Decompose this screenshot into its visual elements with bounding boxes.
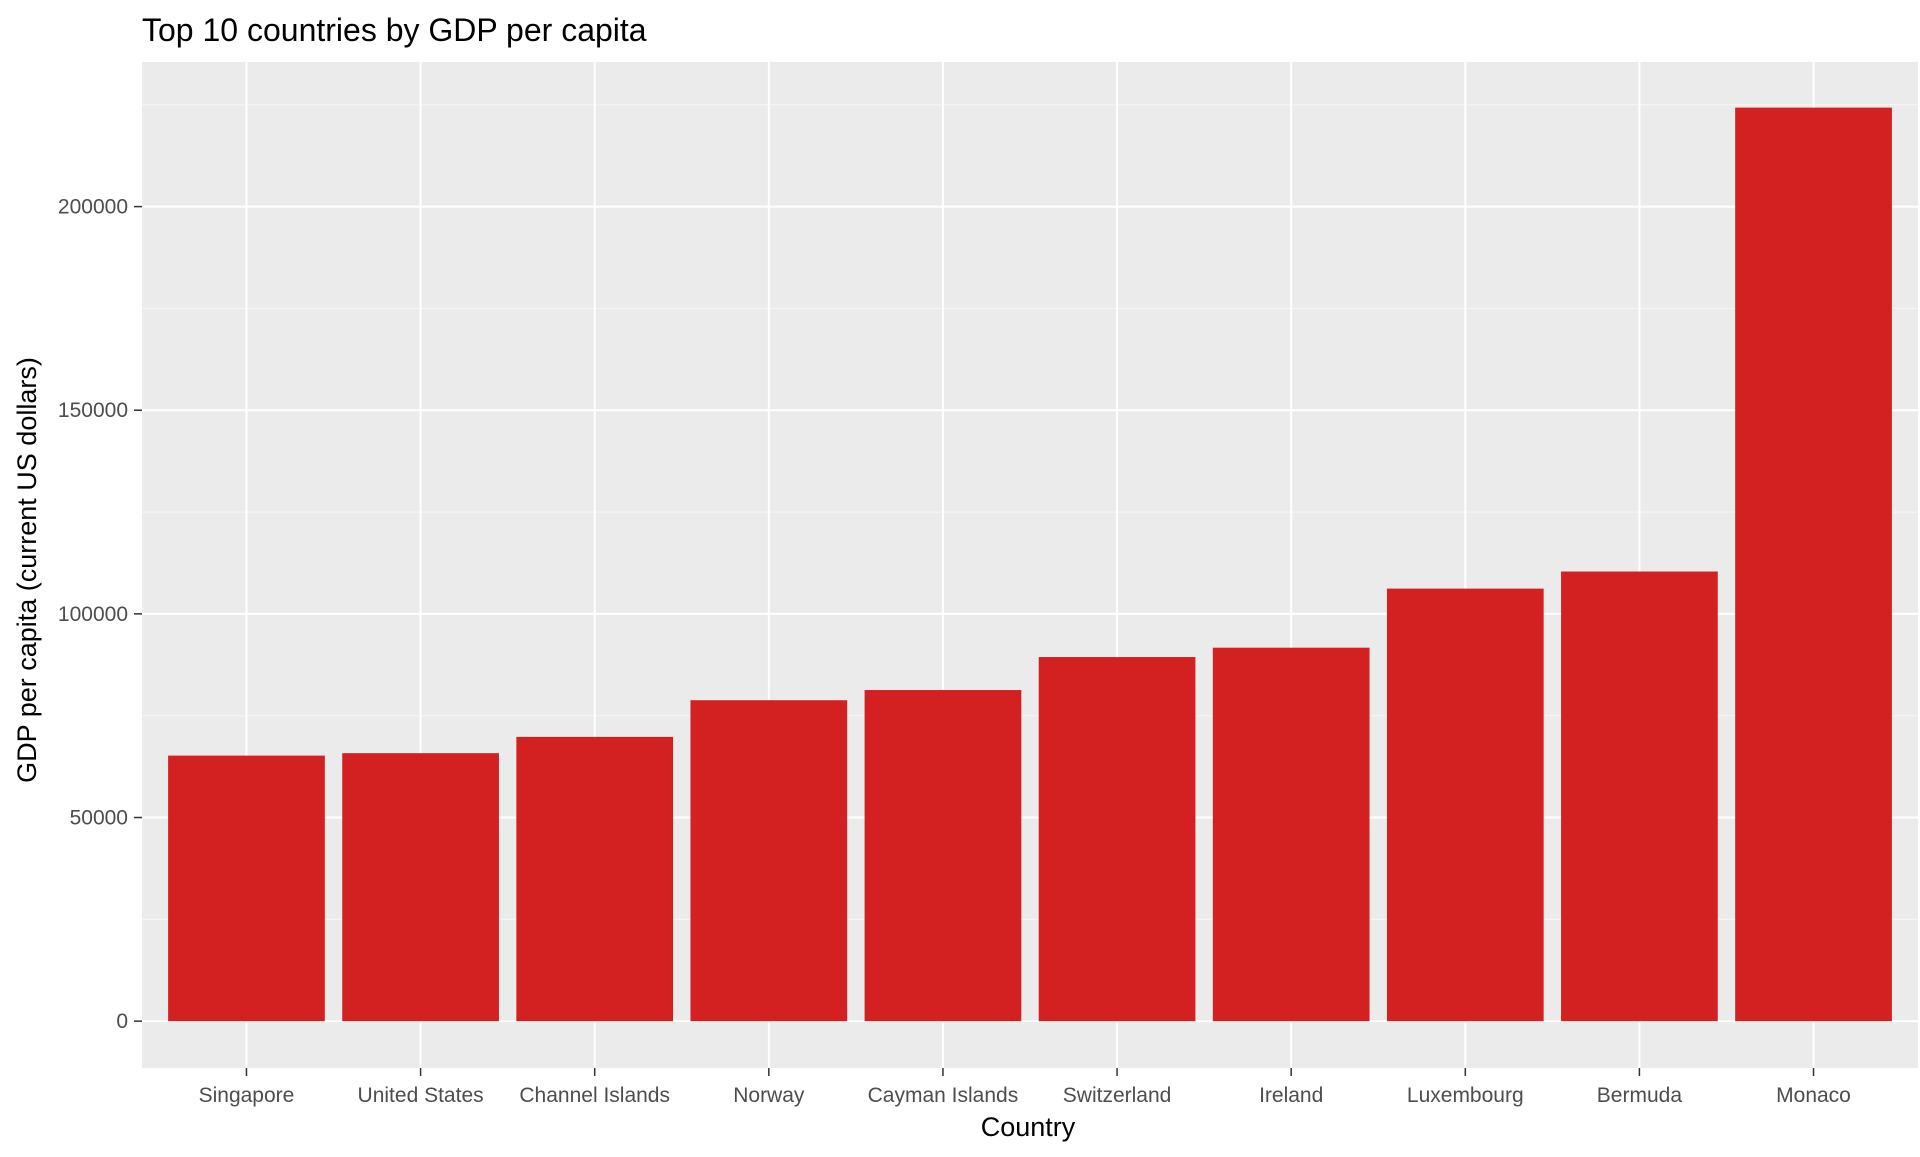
- bar-switzerland: [1038, 657, 1196, 1022]
- x-tick-label: Norway: [733, 1084, 805, 1107]
- bar-united-states: [342, 753, 499, 1022]
- bar-channel-islands: [516, 736, 674, 1022]
- x-axis: Singapore United States Channel Islands Nor…: [199, 1068, 1851, 1107]
- y-tick-label: 100000: [58, 603, 128, 626]
- bars-group: [168, 107, 1892, 1022]
- bar-norway: [690, 700, 848, 1022]
- bar-cayman-islands: [864, 690, 1022, 1022]
- chart-title: Top 10 countries by GDP per capita: [142, 12, 647, 48]
- y-tick-label: 50000: [70, 807, 128, 830]
- x-tick-label: Channel Islands: [519, 1084, 670, 1107]
- x-tick-label: United States: [358, 1084, 484, 1107]
- y-tick-label: 0: [116, 1010, 128, 1033]
- y-axis: 0 50000 100000 150000 200000: [58, 196, 142, 1033]
- x-tick-label: Ireland: [1259, 1084, 1323, 1107]
- x-tick-label: Bermuda: [1597, 1084, 1683, 1107]
- bar-singapore: [168, 755, 325, 1022]
- bar-luxembourg: [1386, 588, 1544, 1022]
- x-tick-label: Switzerland: [1063, 1084, 1172, 1107]
- bar-ireland: [1212, 647, 1370, 1022]
- x-tick-label: Monaco: [1776, 1084, 1851, 1107]
- y-tick-label: 150000: [58, 399, 128, 422]
- x-tick-label: Cayman Islands: [868, 1084, 1019, 1107]
- x-axis-title: Country: [981, 1112, 1076, 1142]
- y-axis-title: GDP per capita (current US dollars): [12, 357, 42, 783]
- x-tick-label: Singapore: [199, 1084, 295, 1107]
- bar-monaco: [1735, 107, 1892, 1022]
- y-tick-label: 200000: [58, 196, 128, 219]
- bar-bermuda: [1561, 571, 1718, 1022]
- x-tick-label: Luxembourg: [1407, 1084, 1524, 1107]
